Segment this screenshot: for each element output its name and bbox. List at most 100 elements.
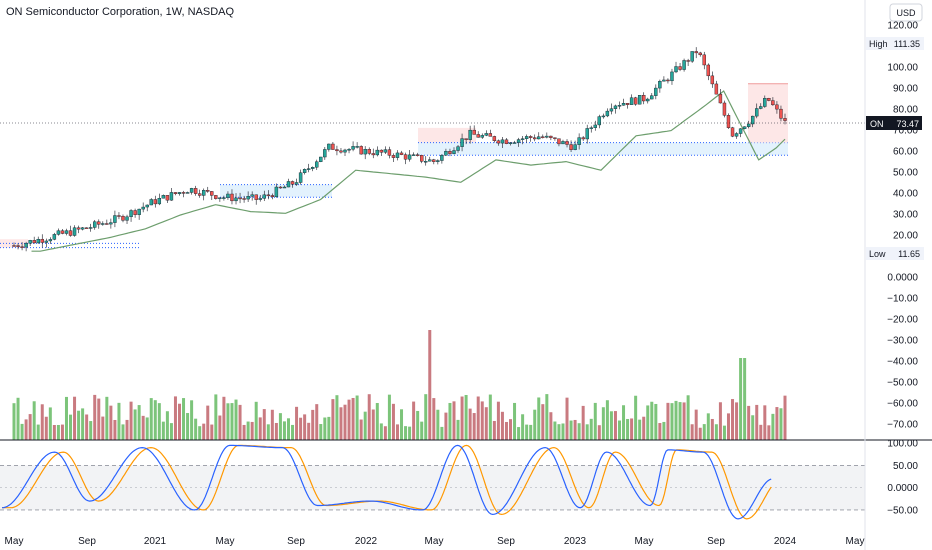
candle	[323, 147, 327, 160]
price-tick: −20.00	[887, 315, 918, 326]
candle	[278, 186, 283, 189]
volume-bar	[169, 423, 173, 440]
volume-bar	[375, 403, 379, 440]
candle	[763, 95, 767, 108]
volume-bar	[40, 404, 44, 440]
volume-bar	[763, 405, 767, 440]
candle	[218, 197, 222, 202]
price-tick: −30.00	[887, 336, 918, 347]
oscillator-axis[interactable]: 100.00 50.00 0.0000 −50.00	[887, 439, 918, 517]
time-axis[interactable]: May Sep 2021 May Sep 2022 May Sep 2023 May Sep 2024…	[5, 536, 865, 547]
price-tick: 0.0000	[887, 273, 918, 284]
volume-bar	[347, 399, 351, 440]
candle	[32, 236, 36, 244]
candle	[686, 58, 690, 67]
volume-bar	[149, 398, 153, 440]
volume-bar	[202, 423, 206, 440]
volume-bar	[751, 415, 755, 440]
candle	[528, 135, 533, 142]
candle	[319, 156, 323, 163]
volume-bar	[327, 416, 331, 440]
high-value: 111.35	[894, 39, 920, 49]
candle	[306, 163, 311, 173]
candle	[290, 180, 295, 188]
price-tick: 70.00	[893, 126, 918, 137]
time-tick: Sep	[707, 536, 725, 547]
candle	[262, 190, 266, 202]
volume-bar	[278, 413, 282, 440]
volume-bar	[331, 399, 335, 440]
volume-bar	[367, 394, 371, 440]
volume-bar	[484, 407, 488, 440]
volume-bar	[226, 403, 230, 440]
candle	[113, 210, 117, 228]
volume-bar	[718, 402, 722, 440]
price-tick: −10.00	[887, 294, 918, 305]
volume-bar	[545, 394, 549, 440]
candle	[775, 101, 779, 114]
price-axis[interactable]: 120.00110.00100.0090.0080.0070.0060.0050…	[887, 21, 918, 431]
candle	[60, 229, 65, 235]
candle	[28, 239, 32, 246]
candle	[456, 145, 460, 153]
volume-bar	[16, 397, 20, 440]
volume-bar	[605, 400, 609, 440]
volume-bar	[460, 396, 464, 440]
candle	[141, 202, 145, 213]
candle	[68, 225, 73, 237]
volume-bar	[311, 409, 315, 440]
candle	[254, 194, 258, 205]
candle	[129, 209, 133, 222]
high-label: High	[869, 39, 888, 49]
volume-bar	[569, 420, 573, 440]
volume-bar	[125, 419, 129, 440]
volume-bar	[178, 403, 182, 440]
candle	[351, 141, 355, 152]
volume-bar	[85, 414, 89, 440]
volume-bar	[44, 416, 48, 440]
candle	[185, 191, 190, 194]
volume-bar	[64, 396, 68, 440]
volume-bar	[133, 409, 137, 440]
candle	[375, 146, 379, 157]
candle	[746, 120, 751, 129]
volume-bar	[464, 394, 468, 440]
candle	[242, 195, 246, 203]
candle	[258, 194, 262, 202]
volume-bar	[525, 424, 529, 440]
volume-bar	[549, 412, 553, 440]
volume-bar	[448, 402, 452, 440]
time-tick: 2021	[144, 536, 167, 547]
candle	[658, 79, 662, 93]
volume-bar	[682, 402, 686, 440]
candle	[650, 93, 654, 100]
candle	[734, 132, 739, 139]
volume-bar	[117, 402, 121, 440]
candle	[109, 218, 113, 229]
volume-bar	[97, 398, 101, 440]
candle	[343, 148, 347, 156]
volume-bar	[206, 405, 210, 440]
candle	[399, 150, 404, 156]
volume-bar	[638, 419, 642, 440]
osc-tick: −50.00	[887, 505, 918, 516]
volume-bar	[759, 424, 763, 440]
volume-bar	[408, 426, 412, 440]
stochastic-oscillator	[0, 444, 865, 520]
candle	[105, 219, 109, 225]
candle	[738, 128, 743, 138]
candle	[730, 126, 735, 138]
candle	[662, 76, 666, 82]
volume-bar	[153, 400, 157, 440]
volume-bar	[694, 409, 698, 440]
candle	[718, 88, 723, 104]
candle	[121, 214, 125, 223]
volume-bar	[48, 407, 52, 440]
volume-bar	[553, 421, 557, 440]
volume-bar	[767, 425, 771, 440]
volume-bar	[295, 406, 299, 440]
volume-bar	[307, 422, 311, 440]
currency-button[interactable]: USD	[889, 3, 923, 22]
candle	[642, 92, 646, 105]
